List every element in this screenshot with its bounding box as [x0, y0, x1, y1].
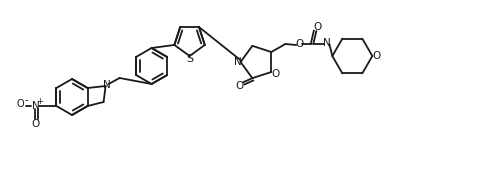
- Text: O: O: [372, 51, 380, 61]
- Text: O: O: [16, 99, 24, 109]
- Text: -: -: [25, 95, 28, 105]
- Text: O: O: [235, 81, 243, 91]
- Text: N: N: [323, 38, 331, 48]
- Text: N: N: [103, 80, 110, 90]
- Text: N: N: [234, 57, 241, 67]
- Text: S: S: [186, 54, 193, 64]
- Text: N: N: [31, 101, 40, 111]
- Text: O: O: [31, 119, 40, 129]
- Text: O: O: [295, 39, 304, 49]
- Text: O: O: [271, 69, 280, 79]
- Text: +: +: [36, 96, 43, 105]
- Text: O: O: [313, 22, 321, 32]
